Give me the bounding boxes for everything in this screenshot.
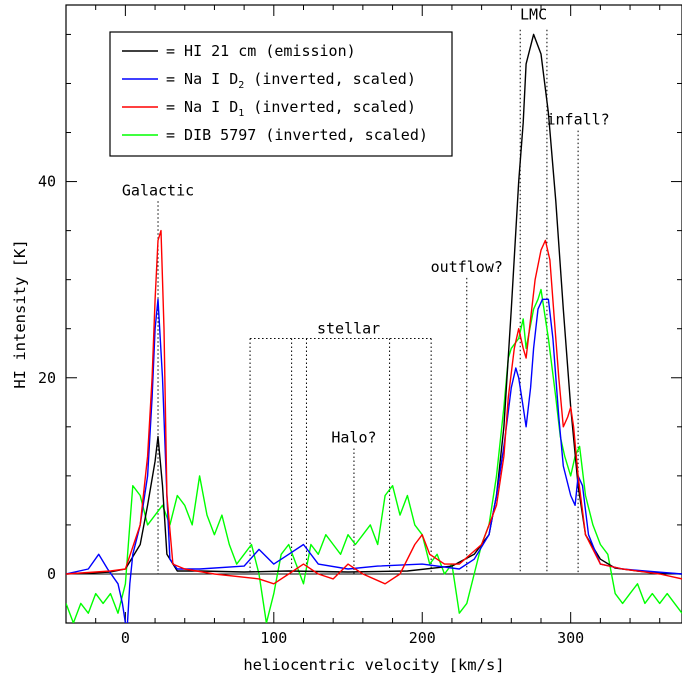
plot-frame [65, 4, 682, 624]
annotation-label: stellar [317, 320, 380, 338]
annotations: Galactic LMC infall? outflow? stellar Halo? [122, 6, 610, 574]
x-tick-label: 200 [409, 629, 436, 647]
x-tick-label: 300 [557, 629, 584, 647]
series-line-3 [66, 288, 682, 623]
legend-label: = Na I D2 (inverted, scaled) [166, 70, 416, 91]
x-axis-label: heliocentric velocity [km/s] [243, 656, 504, 674]
x-tick-label: 0 [121, 629, 130, 647]
legend-label: = Na I D1 (inverted, scaled) [166, 98, 416, 119]
annotation-label: outflow? [431, 258, 503, 276]
y-tick-label: 20 [38, 369, 56, 387]
legend-label: = HI 21 cm (emission) [166, 42, 356, 60]
annotation-label: Halo? [331, 429, 376, 447]
x-tick-label: 100 [260, 629, 287, 647]
series-line-2 [66, 229, 682, 585]
tick-labels: 0 100 200 300 0 20 40 [38, 173, 584, 647]
legend-box [109, 31, 453, 157]
legend-label: = DIB 5797 (inverted, scaled) [166, 126, 428, 144]
series-lines [66, 33, 682, 623]
legend: = HI 21 cm (emission) = Na I D2 (inverted… [109, 31, 453, 157]
annotation-label: infall? [546, 111, 609, 129]
y-tick-label: 0 [47, 565, 56, 583]
y-axis-label: HI intensity [K] [11, 239, 29, 388]
annotation-label: LMC [520, 6, 547, 24]
y-tick-label: 40 [38, 173, 56, 191]
annotation-label: Galactic [122, 181, 194, 199]
